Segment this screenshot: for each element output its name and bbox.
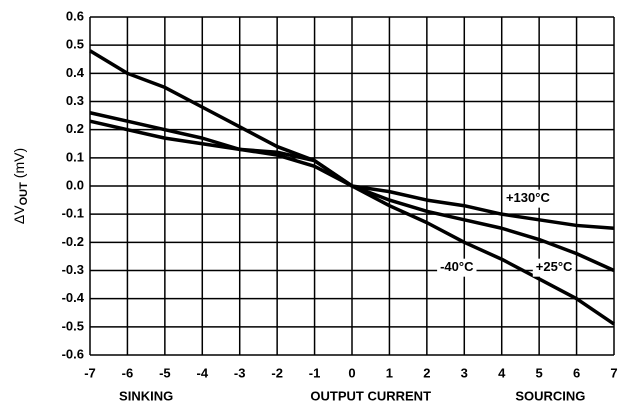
- x-tick-label: -7: [84, 365, 96, 380]
- series-label: -40°C: [440, 259, 474, 274]
- x-tick-label: -4: [197, 365, 209, 380]
- svg-text:ΔVOUT(mV): ΔVOUT (mV): [11, 148, 30, 224]
- x-tick-label: -1: [309, 365, 321, 380]
- x-section-label: SINKING: [119, 388, 173, 403]
- label-background: [437, 258, 477, 277]
- y-label-main: ΔV: [11, 205, 27, 224]
- x-tick-label: -2: [271, 365, 283, 380]
- x-tick-label: 0: [348, 365, 355, 380]
- x-tick-label: 1: [386, 365, 393, 380]
- y-tick-label: -0.3: [62, 262, 84, 277]
- y-label-unit: (mV): [11, 148, 27, 178]
- y-tick-label: 0.4: [66, 65, 85, 80]
- x-section-label: SOURCING: [515, 388, 585, 403]
- y-label-sub: OUT: [18, 182, 30, 206]
- x-tick-label: 7: [610, 365, 617, 380]
- series-label: +25°C: [536, 259, 573, 274]
- x-section-label: OUTPUT CURRENT: [310, 388, 431, 403]
- x-tick-label: 2: [423, 365, 430, 380]
- y-tick-label: 0.0: [66, 177, 84, 192]
- y-tick-label: -0.5: [62, 318, 84, 333]
- y-tick-label: 0.2: [66, 121, 84, 136]
- series-line: [89, 119, 615, 230]
- x-tick-label: -3: [234, 365, 246, 380]
- x-tick-label: -5: [159, 365, 171, 380]
- y-tick-label: -0.4: [62, 290, 85, 305]
- label-background: [532, 258, 576, 277]
- y-tick-label: -0.2: [62, 234, 84, 249]
- y-axis-label: ΔVOUT (mV): [11, 148, 30, 224]
- x-tick-label: -6: [122, 365, 134, 380]
- y-tick-label: -0.6: [62, 346, 84, 361]
- y-tick-label: -0.1: [62, 206, 84, 221]
- y-tick-label: 0.6: [66, 8, 84, 23]
- y-tick-label: 0.3: [66, 93, 84, 108]
- x-tick-label: 4: [498, 365, 506, 380]
- x-tick-label: 3: [461, 365, 468, 380]
- x-tick-label: 5: [536, 365, 543, 380]
- x-tick-label: 6: [573, 365, 580, 380]
- y-tick-label: 0.1: [66, 149, 84, 164]
- series-label: +130°C: [506, 190, 550, 205]
- y-tick-label: 0.5: [66, 37, 84, 52]
- label-background: [502, 189, 553, 208]
